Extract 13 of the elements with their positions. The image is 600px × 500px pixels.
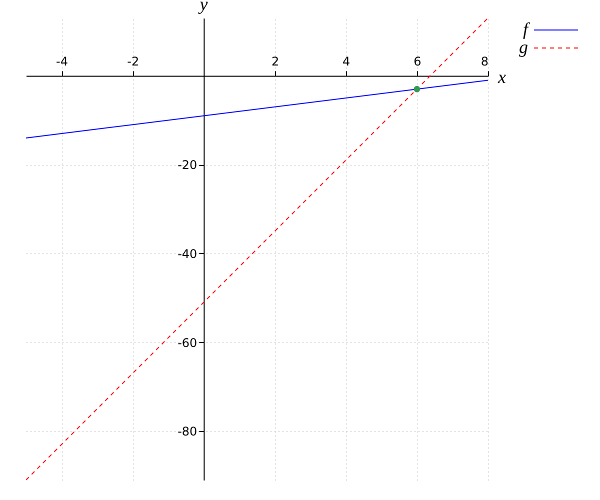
y-tick-label: -20 xyxy=(178,158,198,172)
legend-label: f xyxy=(522,19,531,39)
y-tick-label: -60 xyxy=(178,336,198,350)
x-tick-label: 2 xyxy=(271,54,280,68)
x-axis-title: x xyxy=(497,66,506,87)
x-tick-label: 6 xyxy=(414,54,422,68)
x-tick-label: -2 xyxy=(127,54,140,68)
x-tick-label: 4 xyxy=(342,54,350,68)
y-axis-title: y xyxy=(198,0,208,14)
x-tick-label: 8 xyxy=(480,54,488,68)
y-tick-label: -40 xyxy=(178,246,198,261)
x-tick-label: -4 xyxy=(56,54,68,68)
y-tick-label: -80 xyxy=(178,424,198,439)
